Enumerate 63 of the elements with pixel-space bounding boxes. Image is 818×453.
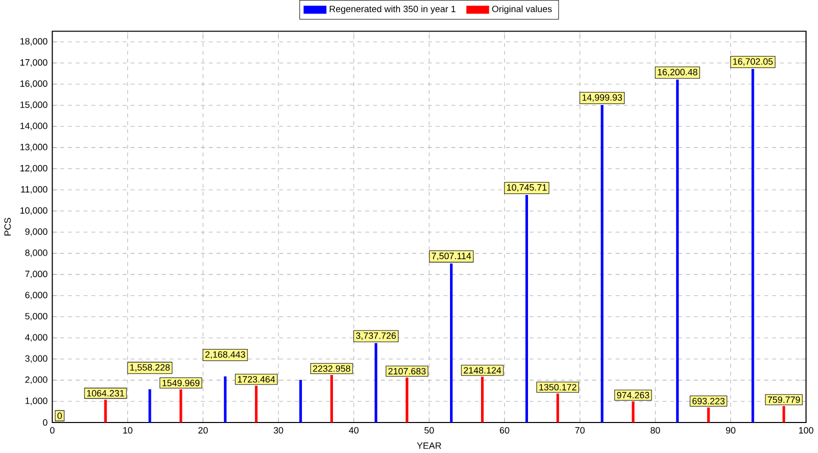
data-label: 2107.683	[388, 368, 426, 374]
y-tick-label: 12,000	[20, 164, 48, 172]
y-tick-label: 4,000	[25, 334, 48, 342]
y-tick-label: 5,000	[25, 312, 48, 320]
data-label: 1064.231	[87, 390, 124, 396]
bar	[632, 402, 634, 422]
y-tick-label: 9,000	[25, 228, 48, 236]
bar	[782, 406, 786, 422]
y-tick-label: 6,000	[25, 292, 48, 300]
x-tick-label: 20	[198, 427, 208, 434]
bar	[406, 378, 408, 422]
y-tick-label: 11,000	[21, 186, 48, 194]
data-label: 7,507.114	[432, 252, 472, 260]
x-tick-label: 0	[50, 427, 54, 434]
y-tick-label: 0	[42, 419, 48, 426]
x-tick-label: 100	[799, 427, 814, 434]
y-tick-label: 3,000	[25, 355, 48, 363]
data-label: 16,200.48	[658, 68, 698, 76]
data-label: 1,558.228	[130, 364, 170, 372]
data-label: 3,737.726	[356, 332, 396, 340]
x-tick-label: 50	[424, 427, 434, 434]
x-tick-label: 70	[575, 427, 585, 434]
x-tick-label: 80	[650, 427, 660, 434]
bar	[180, 389, 182, 422]
y-tick-label: 8,000	[25, 249, 48, 258]
x-tick-label: 90	[726, 427, 736, 434]
legend-label: Original values	[492, 5, 552, 14]
data-label: 14,999.93	[582, 94, 622, 102]
y-tick-label: 7,000	[25, 270, 48, 278]
data-label: 2232.958	[313, 365, 350, 372]
x-tick-label: 60	[500, 427, 510, 434]
y-tick-label: 1,000	[26, 398, 48, 406]
y-tick-label: 18,000	[20, 38, 48, 46]
bar	[104, 400, 107, 422]
data-label: 10,745.71	[507, 184, 547, 192]
bar	[254, 386, 258, 422]
data-label: 974.263	[617, 392, 650, 398]
x-tick-label: 30	[274, 427, 284, 434]
data-label: 2,168.443	[205, 351, 246, 359]
data-label: 1549.969	[162, 380, 200, 386]
bar	[330, 374, 333, 422]
bar	[556, 394, 560, 422]
bar	[481, 376, 484, 422]
y-axis-title: PCS	[4, 218, 11, 236]
data-label: 2148.124	[464, 367, 502, 374]
data-label: 693.223	[692, 398, 725, 404]
data-label: 0	[57, 412, 62, 419]
x-tick-label: 10	[123, 427, 132, 434]
x-axis-title: YEAR	[416, 442, 442, 449]
y-tick-label: 15,000	[20, 101, 48, 109]
y-tick-label: 16,000	[20, 80, 48, 88]
data-label: 16,702.05	[733, 58, 773, 66]
y-tick-label: 2,000	[25, 376, 48, 384]
y-tick-label: 10,000	[20, 207, 48, 215]
y-tick-label: 14,000	[20, 122, 48, 130]
data-label: 759.779	[768, 396, 800, 403]
legend-label: Regenerated with 350 in year 1	[330, 5, 456, 14]
bar	[707, 407, 710, 422]
data-label: 1723.464	[238, 376, 276, 382]
x-tick-label: 40	[348, 427, 359, 434]
y-tick-label: 13,000	[20, 144, 48, 152]
y-tick-label: 17,000	[20, 59, 48, 67]
data-label: 1350.172	[539, 384, 576, 390]
